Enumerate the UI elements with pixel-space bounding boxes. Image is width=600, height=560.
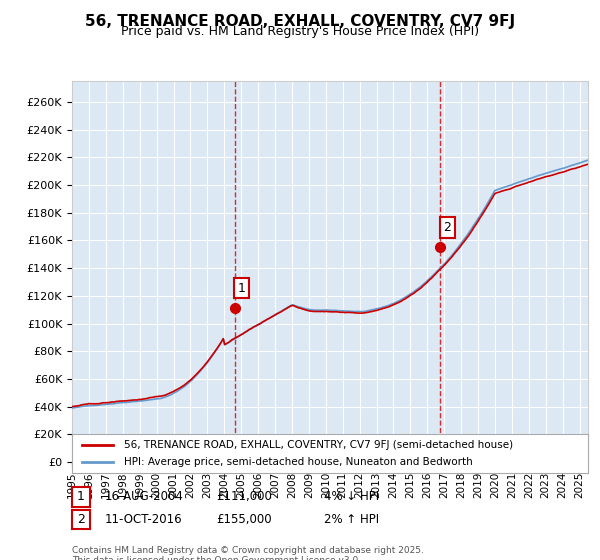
Text: 4% ↓ HPI: 4% ↓ HPI <box>324 490 379 503</box>
Text: 1: 1 <box>238 282 245 295</box>
Text: £155,000: £155,000 <box>216 512 272 526</box>
Text: 1: 1 <box>77 491 85 503</box>
Text: 56, TRENANCE ROAD, EXHALL, COVENTRY, CV7 9FJ (semi-detached house): 56, TRENANCE ROAD, EXHALL, COVENTRY, CV7… <box>124 440 513 450</box>
Text: HPI: Average price, semi-detached house, Nuneaton and Bedworth: HPI: Average price, semi-detached house,… <box>124 457 472 467</box>
Text: 16-AUG-2004: 16-AUG-2004 <box>105 490 184 503</box>
Text: 2: 2 <box>77 513 85 526</box>
Text: 2: 2 <box>443 221 451 234</box>
Text: Contains HM Land Registry data © Crown copyright and database right 2025.
This d: Contains HM Land Registry data © Crown c… <box>72 546 424 560</box>
Text: 56, TRENANCE ROAD, EXHALL, COVENTRY, CV7 9FJ: 56, TRENANCE ROAD, EXHALL, COVENTRY, CV7… <box>85 14 515 29</box>
Text: 2% ↑ HPI: 2% ↑ HPI <box>324 512 379 526</box>
Text: £111,000: £111,000 <box>216 490 272 503</box>
Text: Price paid vs. HM Land Registry's House Price Index (HPI): Price paid vs. HM Land Registry's House … <box>121 25 479 38</box>
Text: 11-OCT-2016: 11-OCT-2016 <box>105 512 182 526</box>
